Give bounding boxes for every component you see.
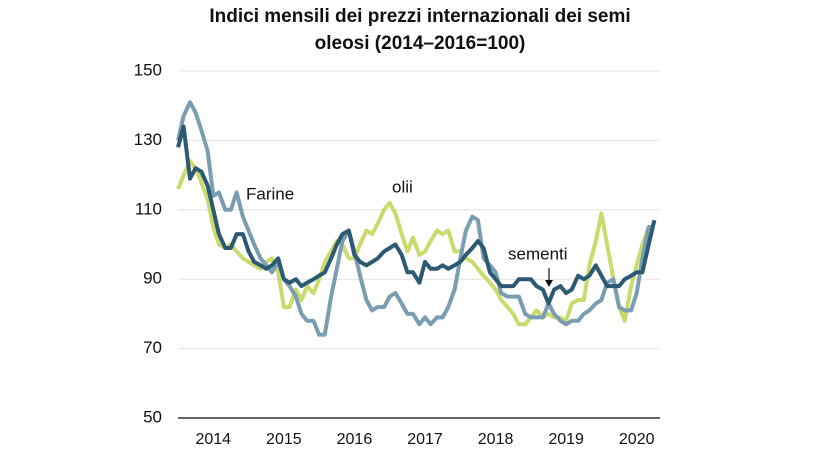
x-tick-label: 2019 bbox=[548, 431, 584, 448]
y-tick-label: 130 bbox=[134, 130, 162, 149]
series-label: olii bbox=[392, 177, 413, 196]
annotation-arrowhead bbox=[545, 280, 553, 287]
series-label: sementi bbox=[508, 244, 568, 263]
series-line bbox=[176, 159, 655, 327]
series-line bbox=[176, 100, 655, 337]
y-tick-label: 70 bbox=[143, 338, 162, 357]
y-tick-label: 150 bbox=[134, 60, 162, 79]
y-tick-label: 110 bbox=[135, 199, 162, 218]
x-tick-label: 2015 bbox=[266, 431, 302, 448]
x-tick-label: 2016 bbox=[337, 431, 373, 448]
chart-title: Indici mensili dei prezzi internazionali… bbox=[209, 6, 630, 27]
y-tick-label: 50 bbox=[143, 407, 162, 426]
x-tick-label: 2020 bbox=[619, 431, 655, 448]
y-tick-label: 90 bbox=[143, 269, 162, 288]
x-tick-label: 2014 bbox=[195, 431, 231, 448]
series-line bbox=[176, 124, 657, 306]
series-label: Farine bbox=[246, 184, 294, 203]
chart-title: oleosi (2014–2016=100) bbox=[315, 33, 526, 54]
x-tick-label: 2017 bbox=[407, 431, 443, 448]
x-tick-label: 2018 bbox=[478, 431, 514, 448]
